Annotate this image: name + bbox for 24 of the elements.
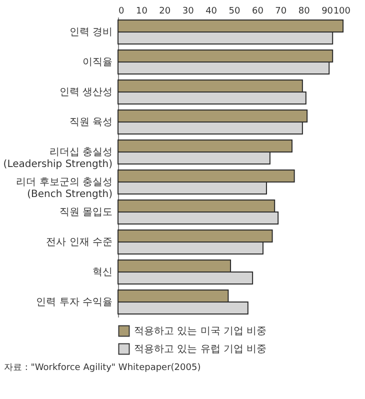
y-tick-label: 리더 후보군의 충실성 (Bench Strength): [16, 177, 113, 200]
x-tick-label: 30: [182, 6, 194, 16]
legend-label: 적용하고 있는 유럽 기업 비중: [134, 344, 267, 355]
x-tick-label: 50: [228, 6, 240, 16]
y-tick-label: 전사 인재 수준: [46, 237, 112, 248]
x-tick-label: 40: [206, 6, 218, 16]
y-tick-label: 인력 투자 수익율: [36, 297, 112, 308]
legend-label: 적용하고 있는 미국 기업 비중: [134, 326, 267, 337]
x-tick-label: 20: [159, 6, 171, 16]
x-tick-label: 100: [333, 6, 351, 16]
x-tick-label: 90: [322, 6, 334, 16]
x-tick-label: 80: [298, 6, 310, 16]
y-tick-label: 혁신: [92, 267, 112, 278]
text: 자료 : "Workforce Agility" Whitepaper(2005): [4, 362, 202, 374]
y-tick-label: 리더십 충실성 (Leadership Strength): [3, 147, 113, 170]
y-tick-label: 인력 경비: [69, 27, 112, 38]
x-tick-label: 0: [118, 6, 124, 16]
x-tick-label: 10: [136, 6, 148, 16]
y-tick-label: 인력 생산성: [59, 87, 112, 98]
y-tick-label: 이직율: [82, 57, 112, 68]
x-tick-label: 70: [275, 6, 287, 16]
x-tick-label: 60: [252, 6, 264, 16]
y-tick-label: 직원 몰입도: [59, 207, 112, 218]
y-tick-label: 직원 육성: [69, 117, 112, 128]
